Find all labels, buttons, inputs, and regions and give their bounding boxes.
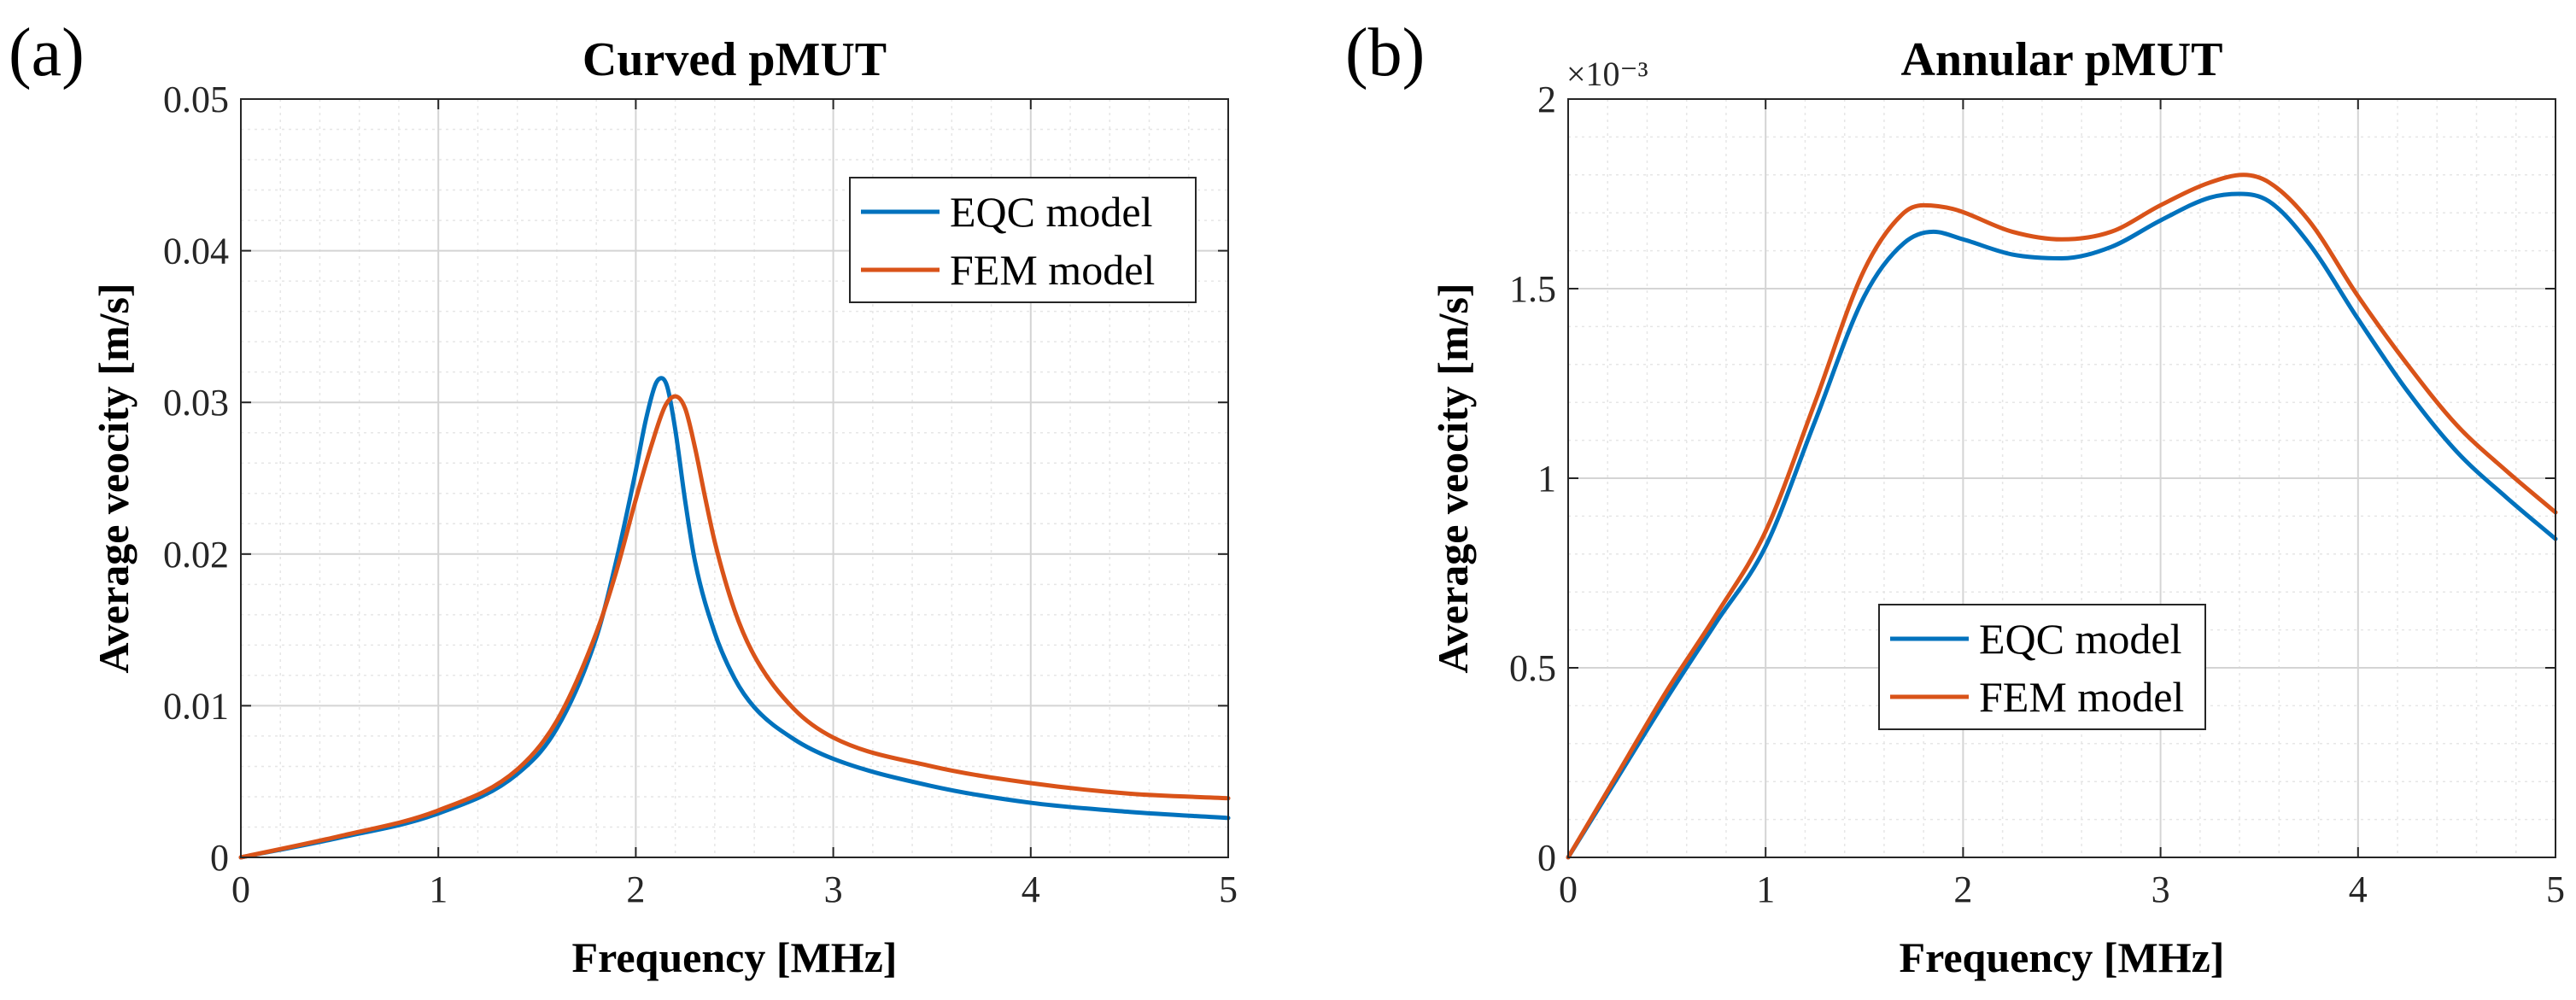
panel-a: (a) Curved pMUT 0 1 2 3 4 500.010.020.030.040… (9, 15, 1238, 981)
y-tick-label: 0.02 (163, 534, 229, 576)
panel-a-legend: EQC model FEM model (849, 177, 1197, 303)
y-tick-label: 0.05 (163, 79, 229, 120)
y-tick-label: 0 (1537, 837, 1556, 879)
panel-a-legend-label-eqc: EQC model (950, 188, 1152, 236)
panel-a-x-axis-label: Frequency [MHz] (572, 933, 898, 981)
panel-a-label: (a) (9, 15, 85, 91)
panel-a-legend-box (849, 177, 1197, 303)
x-tick-label: 0 (231, 868, 250, 910)
panel-b-series (1566, 173, 2558, 860)
x-tick-label: 5 (2546, 868, 2565, 910)
y-tick-label: 0.03 (163, 382, 229, 424)
x-tick-label: 5 (1219, 868, 1238, 910)
series-line-eqc-model (1566, 191, 2558, 860)
panel-b-ticks: 0 1 2 3 4 5 0 0.5 1 1.5 2 (1509, 79, 2565, 910)
panel-b-label: (b) (1345, 15, 1425, 91)
y-tick-label: 0.04 (163, 231, 229, 272)
panel-b-legend: EQC model FEM model (1878, 604, 2206, 730)
x-tick-label: 2 (626, 868, 645, 910)
y-tick-label: 2 (1537, 79, 1556, 120)
panel-a-axes-frame (240, 98, 1229, 858)
panel-a-legend-label-fem: FEM model (950, 246, 1155, 294)
y-tick-label: 0.01 (163, 685, 229, 727)
panel-b-legend-label-eqc: EQC model (1979, 615, 2181, 663)
series-line-eqc-model (238, 376, 1231, 860)
x-tick-label: 2 (1953, 868, 1972, 910)
x-tick-label: 4 (1022, 868, 1040, 910)
x-tick-label: 3 (824, 868, 843, 910)
panel-a-ticks: 0 1 2 3 4 5 0 0.01 0.02 0.03 0.04 0.05 (163, 79, 1238, 910)
x-tick-label: 4 (2349, 868, 2368, 910)
y-tick-label: 0.5 (1509, 647, 1556, 689)
panel-b-legend-box (1878, 604, 2206, 730)
y-tick-label: 0 (210, 837, 229, 879)
series-line-fem-model (1566, 173, 2558, 860)
panel-b-legend-label-fem: FEM model (1979, 673, 2184, 721)
y-tick-label: 1 (1537, 458, 1556, 500)
series-line-fem-model (238, 394, 1231, 860)
panel-b-title: Annular pMUT (1900, 33, 2222, 86)
panel-a-y-axis-label: Average veocity [m/s] (90, 283, 138, 673)
panel-b-x-axis-label: Frequency [MHz] (1900, 933, 2225, 981)
x-tick-label: 0 (1559, 868, 1578, 910)
panel-b-grid (1567, 98, 2556, 858)
panel-b-exponent-label: ×10⁻³ (1566, 55, 1648, 93)
panel-b-y-axis-label: Average veocity [m/s] (1429, 283, 1477, 673)
panel-b: (b) Annular pMUT 0 1 2 3 4 5 0 0.5 1 1.5 2 ×10⁻³ F… (1345, 15, 2565, 981)
x-tick-label: 1 (1756, 868, 1775, 910)
panel-a-series (238, 376, 1231, 860)
panel-a-title: Curved pMUT (583, 33, 887, 86)
x-tick-label: 3 (2152, 868, 2170, 910)
x-tick-label: 1 (429, 868, 448, 910)
y-tick-label: 1.5 (1509, 268, 1556, 310)
